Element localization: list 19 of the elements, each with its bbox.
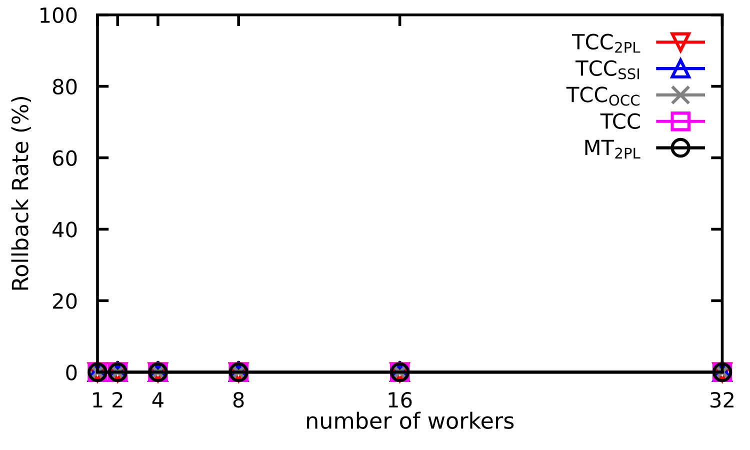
- x-axis-title: number of workers: [307, 412, 514, 429]
- x-tick-label: 1: [93, 392, 102, 408]
- x-tick-label: 8: [233, 392, 244, 408]
- x-tick-label: 16: [388, 392, 412, 408]
- legend-label: TCC$_{OCC}$: [566, 86, 640, 106]
- y-tick-label: 60: [53, 150, 77, 166]
- legend-label: TCC: [600, 113, 640, 129]
- y-tick-label: 0: [66, 364, 77, 380]
- x-tick-label: 4: [152, 392, 164, 408]
- y-tick-label: 100: [40, 7, 77, 24]
- y-tick-label: 20: [53, 293, 77, 309]
- x-tick-label: 32: [710, 392, 734, 408]
- x-tick-label: 2: [112, 392, 122, 408]
- y-tick-label: 80: [52, 78, 77, 95]
- legend-label: TCC$_{2PL}$: [572, 34, 640, 53]
- y-tick-label: 40: [52, 222, 77, 238]
- legend-label: TCC$_{SSI}$: [576, 60, 639, 80]
- legend-label: MT$_{2PL}$: [585, 140, 640, 158]
- y-axis-title: Rollback Rate (%): [11, 97, 32, 290]
